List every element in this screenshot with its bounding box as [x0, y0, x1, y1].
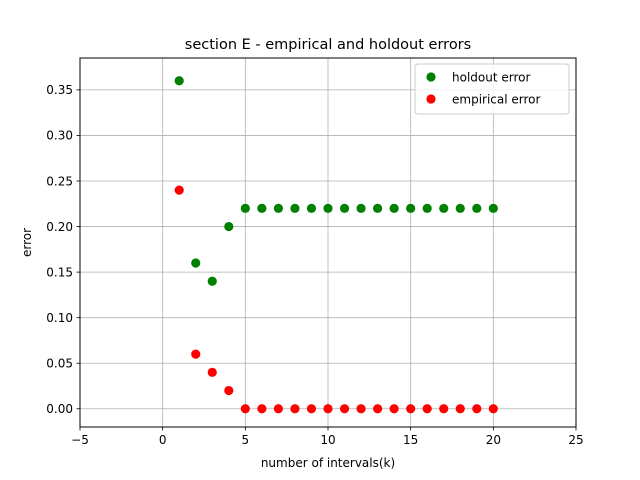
x-tick-label: −5 — [71, 433, 89, 447]
x-tick-label: 15 — [403, 433, 418, 447]
data-point — [389, 404, 399, 414]
data-point — [273, 404, 283, 414]
y-tick-label: 0.10 — [46, 311, 73, 325]
data-point — [422, 404, 432, 414]
data-point — [373, 203, 383, 213]
series-empirical-error — [174, 185, 498, 414]
data-point — [472, 203, 482, 213]
legend-box — [414, 63, 570, 115]
y-axis-ticks: 0.00 0.05 0.10 0.15 0.20 0.25 0.30 0.35 — [46, 83, 80, 416]
data-point — [207, 276, 217, 286]
data-point — [257, 404, 267, 414]
y-tick-label: 0.25 — [46, 174, 73, 188]
data-point — [439, 203, 449, 213]
data-point — [306, 203, 317, 213]
data-point — [273, 203, 283, 213]
x-tick-label: 10 — [320, 433, 335, 447]
data-point — [191, 349, 201, 359]
data-point — [406, 203, 416, 213]
data-point — [488, 404, 498, 414]
x-tick-label: 25 — [568, 433, 583, 447]
data-point — [406, 404, 416, 414]
legend-marker — [426, 72, 436, 82]
x-axis-label: number of intervals(k) — [261, 456, 395, 470]
data-point — [306, 404, 317, 414]
data-point — [389, 203, 399, 213]
data-point — [356, 203, 366, 213]
data-point — [339, 203, 350, 213]
y-tick-label: 0.05 — [46, 357, 73, 371]
data-point — [323, 404, 333, 414]
data-point — [488, 203, 498, 213]
data-point — [439, 404, 449, 414]
x-axis-ticks: −5 0 5 10 15 20 25 — [71, 427, 584, 447]
data-point — [224, 221, 234, 232]
legend-label: empirical error — [452, 92, 541, 106]
series-holdout-error — [174, 76, 498, 286]
data-point — [373, 404, 383, 414]
x-tick-label: 20 — [486, 433, 501, 447]
data-point — [207, 367, 217, 377]
data-point — [257, 203, 267, 213]
legend-marker — [426, 94, 436, 104]
legend: holdout error empirical error — [414, 63, 570, 115]
legend-label: holdout error — [452, 70, 530, 84]
data-points — [174, 76, 498, 414]
y-tick-label: 0.20 — [46, 220, 73, 234]
data-point — [455, 203, 465, 213]
x-tick-label: 5 — [242, 433, 250, 447]
data-point — [224, 385, 234, 396]
y-tick-label: 0.30 — [46, 129, 73, 143]
data-point — [455, 404, 465, 414]
data-point — [323, 203, 333, 213]
y-tick-label: 0.15 — [46, 265, 73, 279]
data-point — [174, 76, 184, 86]
data-point — [356, 404, 366, 414]
x-tick-label: 0 — [159, 433, 167, 447]
data-point — [290, 404, 300, 414]
data-point — [339, 404, 350, 414]
data-point — [191, 258, 201, 268]
data-point — [240, 203, 250, 213]
data-point — [422, 203, 432, 213]
grid — [79, 58, 577, 427]
y-axis-label: error — [20, 228, 34, 257]
data-point — [240, 404, 250, 414]
chart-title: section E - empirical and holdout errors — [185, 37, 471, 53]
data-point — [174, 185, 184, 195]
y-tick-label: 0.00 — [46, 402, 73, 416]
data-point — [290, 203, 300, 213]
y-tick-label: 0.35 — [46, 83, 73, 97]
data-point — [472, 404, 482, 414]
